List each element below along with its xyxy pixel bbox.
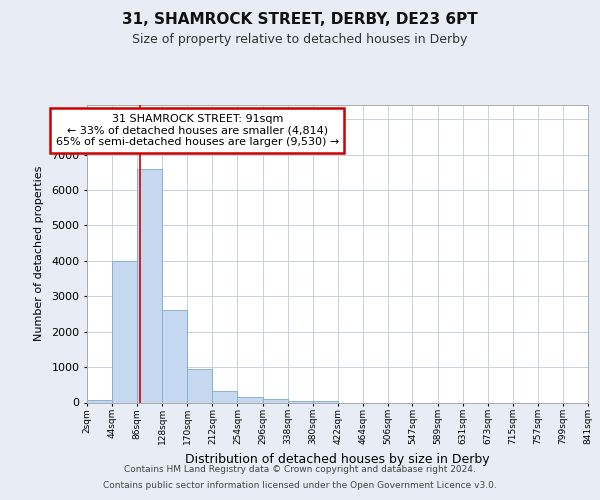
Bar	[263, 399, 287, 402]
Bar	[287, 400, 313, 402]
Bar	[112, 261, 137, 402]
Y-axis label: Number of detached properties: Number of detached properties	[34, 166, 44, 342]
Bar	[238, 397, 263, 402]
Text: Contains public sector information licensed under the Open Government Licence v3: Contains public sector information licen…	[103, 481, 497, 490]
Bar	[137, 169, 162, 402]
Bar	[187, 369, 212, 402]
Bar	[313, 400, 338, 402]
Bar	[87, 400, 112, 402]
Text: 31 SHAMROCK STREET: 91sqm
← 33% of detached houses are smaller (4,814)
65% of se: 31 SHAMROCK STREET: 91sqm ← 33% of detac…	[56, 114, 339, 147]
Text: 31, SHAMROCK STREET, DERBY, DE23 6PT: 31, SHAMROCK STREET, DERBY, DE23 6PT	[122, 12, 478, 28]
Bar	[212, 391, 238, 402]
Text: Size of property relative to detached houses in Derby: Size of property relative to detached ho…	[133, 32, 467, 46]
Bar	[162, 310, 187, 402]
X-axis label: Distribution of detached houses by size in Derby: Distribution of detached houses by size …	[185, 453, 490, 466]
Text: Contains HM Land Registry data © Crown copyright and database right 2024.: Contains HM Land Registry data © Crown c…	[124, 465, 476, 474]
